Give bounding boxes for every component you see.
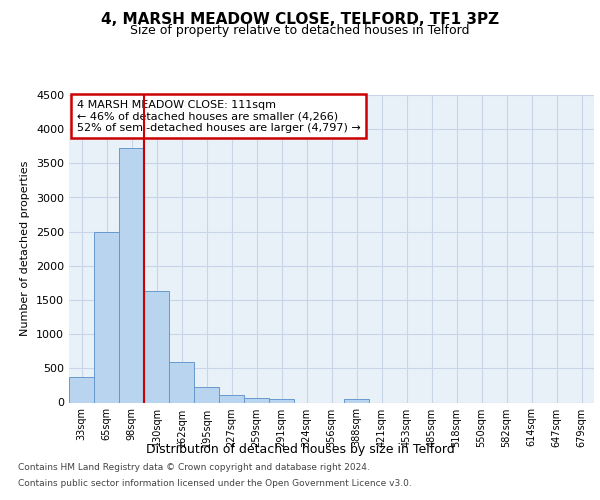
- Text: Contains HM Land Registry data © Crown copyright and database right 2024.: Contains HM Land Registry data © Crown c…: [18, 464, 370, 472]
- Text: 4, MARSH MEADOW CLOSE, TELFORD, TF1 3PZ: 4, MARSH MEADOW CLOSE, TELFORD, TF1 3PZ: [101, 12, 499, 28]
- Text: 4 MARSH MEADOW CLOSE: 111sqm
← 46% of detached houses are smaller (4,266)
52% of: 4 MARSH MEADOW CLOSE: 111sqm ← 46% of de…: [77, 100, 361, 133]
- Text: Distribution of detached houses by size in Telford: Distribution of detached houses by size …: [146, 442, 454, 456]
- Bar: [144, 291, 169, 403]
- Bar: [244, 398, 269, 402]
- Bar: [69, 377, 94, 402]
- Text: Size of property relative to detached houses in Telford: Size of property relative to detached ho…: [130, 24, 470, 37]
- Y-axis label: Number of detached properties: Number of detached properties: [20, 161, 31, 336]
- Bar: [94, 232, 119, 402]
- Bar: [344, 398, 369, 402]
- Bar: [219, 395, 244, 402]
- Bar: [169, 362, 194, 403]
- Bar: [119, 148, 144, 402]
- Bar: [194, 387, 219, 402]
- Bar: [269, 398, 294, 402]
- Text: Contains public sector information licensed under the Open Government Licence v3: Contains public sector information licen…: [18, 478, 412, 488]
